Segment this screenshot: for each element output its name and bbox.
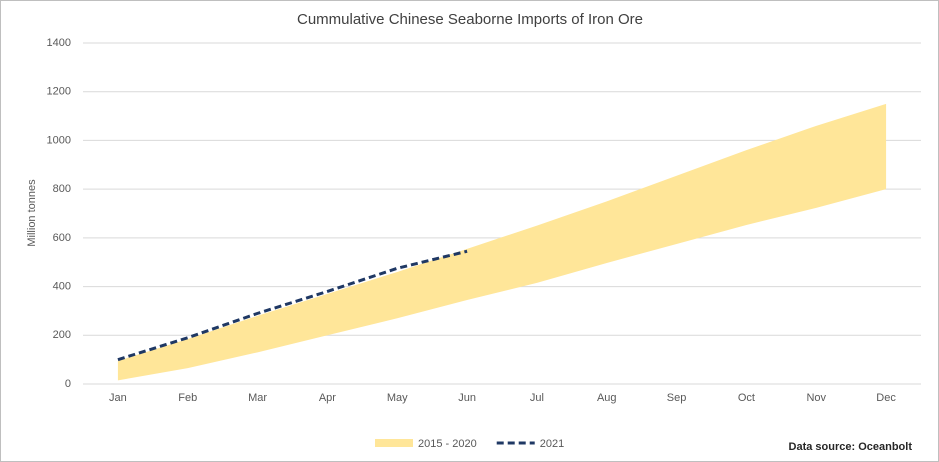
y-tick-label: 1000 xyxy=(47,134,71,146)
range-band xyxy=(117,103,887,381)
y-tick-label: 0 xyxy=(65,378,71,390)
x-tick-label: Nov xyxy=(806,392,826,404)
x-tick-label: Jul xyxy=(530,392,544,404)
y-tick-label: 200 xyxy=(53,329,71,341)
annotation: Data source: Oceanbolt xyxy=(789,441,913,453)
y-tick-label: 1200 xyxy=(47,86,71,98)
y-axis-label: Million tonnes xyxy=(26,179,38,247)
chart-title: Cummulative Chinese Seaborne Imports of … xyxy=(297,11,643,28)
x-tick-label: Dec xyxy=(876,392,896,404)
x-tick-label: Sep xyxy=(667,392,687,404)
x-tick-label: Mar xyxy=(248,392,267,404)
y-tick-label: 1400 xyxy=(47,37,71,49)
x-tick-label: Aug xyxy=(597,392,617,404)
legend-label: 2021 xyxy=(540,438,564,450)
line-series xyxy=(117,249,468,362)
x-tick-label: Jun xyxy=(458,392,476,404)
legend-label: 2015 - 2020 xyxy=(418,438,477,450)
x-tick-label: Feb xyxy=(178,392,197,404)
x-tick-label: May xyxy=(387,392,408,404)
y-tick-label: 600 xyxy=(53,232,71,244)
x-tick-label: Oct xyxy=(738,392,755,404)
legend-swatch xyxy=(375,439,413,447)
x-tick-label: Jan xyxy=(109,392,127,404)
x-tick-label: Apr xyxy=(319,392,336,404)
y-tick-label: 400 xyxy=(53,280,71,292)
y-tick-label: 800 xyxy=(53,183,71,195)
